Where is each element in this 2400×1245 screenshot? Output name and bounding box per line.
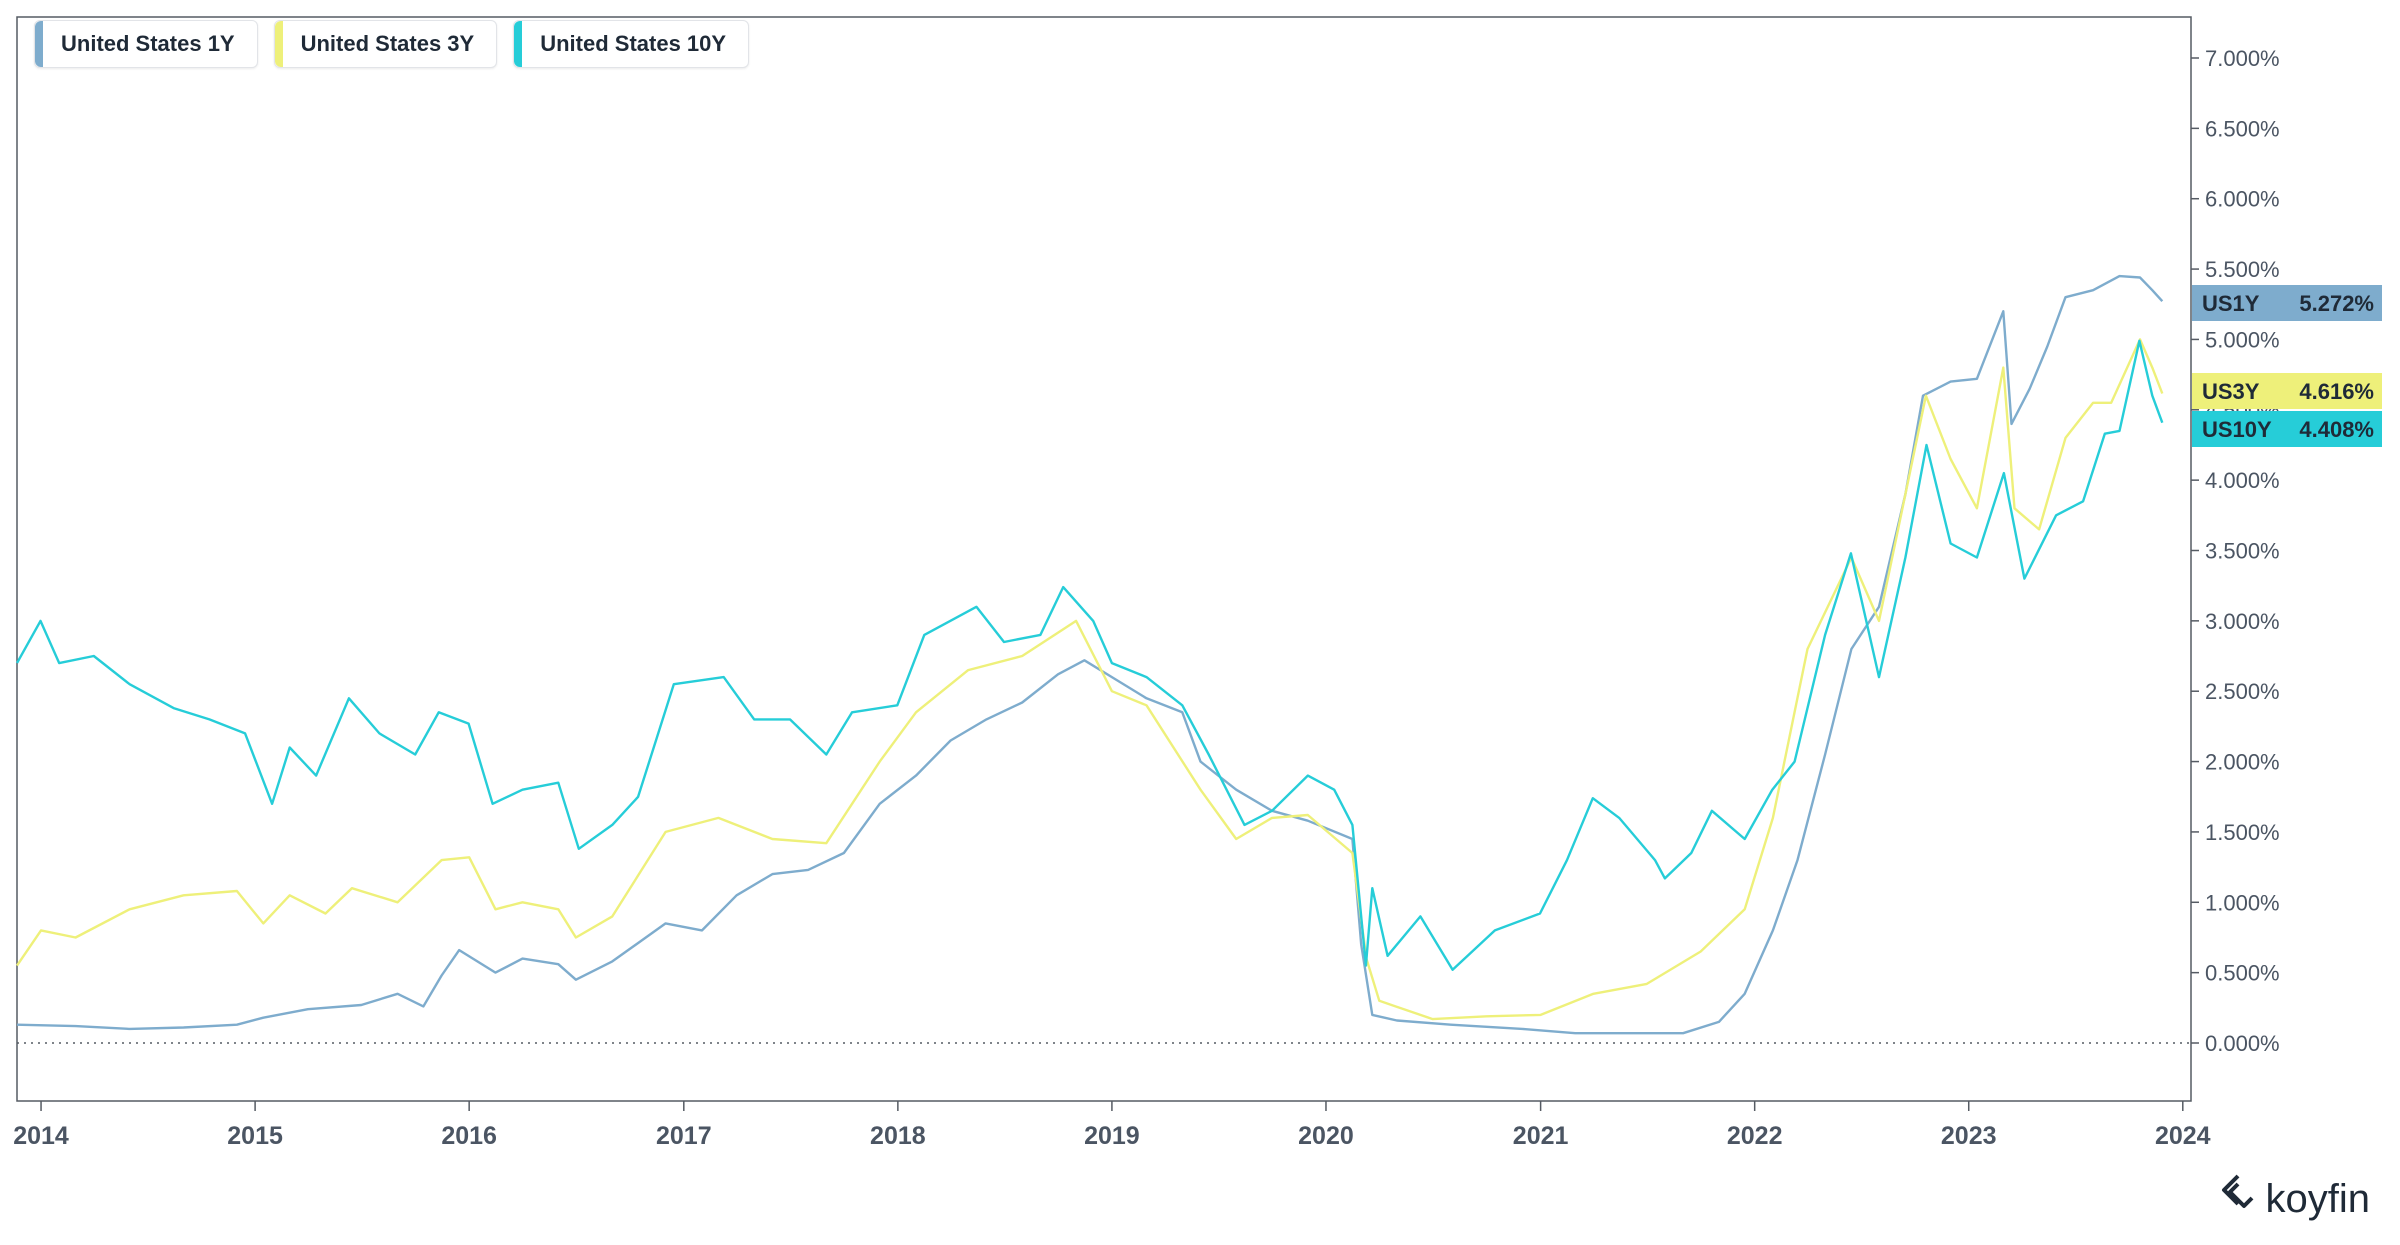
last-value-badge-us10y: US10Y 4.408%	[2192, 411, 2382, 447]
y-tick-label: 5.500%	[2205, 257, 2280, 282]
y-axis: 0.000% 0.500% 1.000% 1.500% 2.000% 2.500% 3.00…	[2191, 46, 2280, 1056]
x-tick-label: 2021	[1513, 1122, 1569, 1150]
y-tick-label: 3.500%	[2205, 539, 2280, 564]
plot-frame	[16, 16, 2192, 1102]
y-tick-label: 1.500%	[2205, 820, 2280, 845]
badge-value: 5.272%	[2299, 291, 2374, 316]
y-tick-label: 7.000%	[2205, 46, 2280, 71]
y-tick-label: 6.500%	[2205, 116, 2280, 141]
y-tick-label: 0.500%	[2205, 961, 2280, 986]
badge-ticker: US3Y	[2202, 379, 2260, 404]
y-tick-label: 2.000%	[2205, 750, 2280, 775]
x-tick-label: 2019	[1084, 1122, 1140, 1150]
x-tick-label: 2022	[1727, 1122, 1783, 1150]
legend-label-us1y: United States 1Y	[61, 31, 235, 56]
last-value-badge-us3y: US3Y 4.616%	[2192, 373, 2382, 409]
series-layer	[15, 274, 2164, 1035]
legend: United States 1Y United States 3Y United…	[34, 20, 750, 68]
legend-swatch-us10y	[514, 21, 523, 67]
y-tick-label: 1.000%	[2205, 890, 2280, 915]
x-tick-label: 2017	[656, 1122, 712, 1150]
x-tick-label: 2023	[1941, 1122, 1997, 1150]
last-value-badge-us1y: US1Y 5.272%	[2192, 285, 2382, 321]
badge-value: 4.616%	[2299, 379, 2374, 404]
legend-swatch-us1y	[35, 21, 43, 67]
legend-label-us3y: United States 3Y	[300, 31, 475, 56]
legend-item-us10y[interactable]: United States 10Y	[513, 20, 750, 68]
badge-bg	[2192, 373, 2382, 409]
y-tick-label: 3.000%	[2205, 609, 2280, 634]
x-tick-label: 2018	[870, 1122, 926, 1150]
y-tick-label: 5.000%	[2205, 327, 2280, 352]
badge-ticker: US10Y	[2202, 417, 2272, 442]
legend-swatch-us3y	[274, 21, 283, 67]
badge-bg	[2192, 411, 2382, 447]
badge-ticker: US1Y	[2202, 291, 2260, 316]
legend-item-us3y[interactable]: United States 3Y	[273, 20, 498, 68]
legend-label-us10y: United States 10Y	[540, 31, 727, 56]
koyfin-brand-name: koyfin	[2265, 1176, 2371, 1221]
y-tick-label: 6.000%	[2205, 187, 2280, 212]
x-tick-label: 2016	[441, 1122, 497, 1150]
x-tick-label: 2020	[1298, 1122, 1354, 1150]
y-tick-label: 2.500%	[2205, 679, 2280, 704]
last-value-badges: US1Y 5.272% US3Y 4.616% US10Y 4.408%	[2192, 285, 2382, 447]
badge-bg	[2192, 285, 2382, 321]
series-line-us10y	[15, 339, 2164, 971]
x-tick-label: 2024	[2155, 1122, 2211, 1150]
x-tick-label: 2015	[227, 1122, 283, 1150]
koyfin-logo-icon	[2216, 1172, 2260, 1226]
y-tick-label: 0.000%	[2205, 1031, 2280, 1056]
series-line-us1y	[16, 274, 2164, 1035]
y-tick-label: 4.000%	[2205, 468, 2280, 493]
series-line-us3y	[16, 338, 2164, 1021]
koyfin-logo[interactable]: koyfin	[2216, 1172, 2371, 1226]
legend-item-us1y[interactable]: United States 1Y	[34, 20, 258, 68]
x-axis: 2014 2015 2016 2017 2018 2019 2020 2021 2022 2023…	[13, 1101, 2211, 1150]
badge-value: 4.408%	[2299, 417, 2374, 442]
x-tick-label: 2014	[13, 1122, 69, 1150]
